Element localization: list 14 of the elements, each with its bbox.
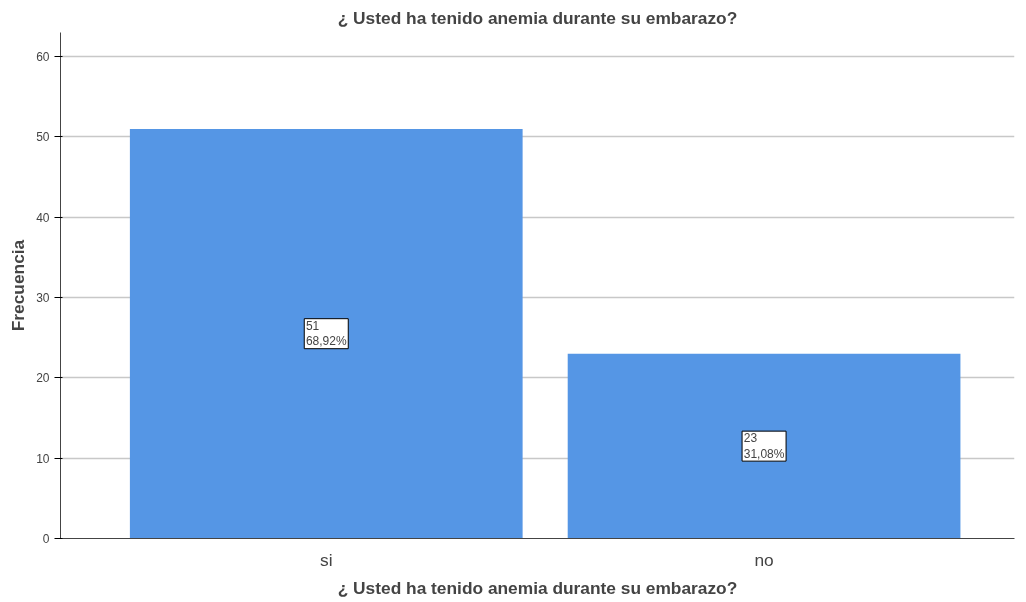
y-tick-label: 30 [36,291,50,306]
y-tick-label: 10 [36,451,50,466]
data-label: 51 68,92% [305,318,347,349]
y-tick-label: 20 [36,371,50,386]
y-tick-label: 60 [36,50,50,65]
chart-title: ¿ Usted ha tenido anemia durante su embarazo? [337,7,738,28]
data-label: 23 31,08% [743,431,785,461]
x-tick-label: no [754,549,774,570]
x-axis-title: ¿ Usted ha tenido anemia durante su embarazo? [337,577,738,598]
x-tick-label: si [320,549,333,570]
y-tick-label: 40 [36,210,50,225]
y-tick-label: 0 [42,532,50,546]
y-tick-label: 50 [36,130,50,145]
y-axis-title: Frecuencia [8,239,29,332]
